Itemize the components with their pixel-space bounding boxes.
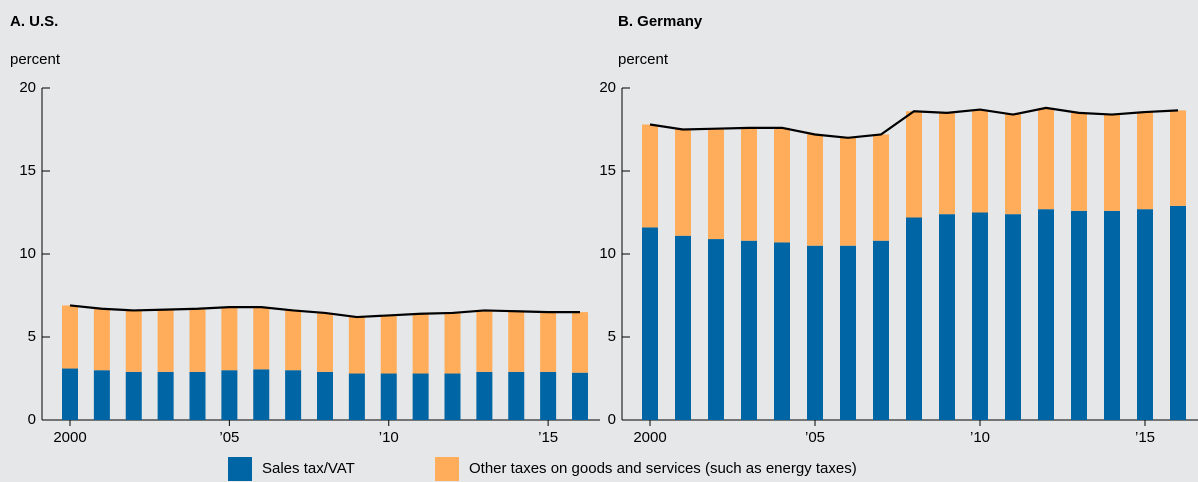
bar — [972, 109, 988, 213]
x-tick-label: ’05 — [219, 429, 239, 446]
bar — [840, 245, 856, 420]
x-tick-label: ’05 — [805, 429, 825, 446]
bar — [508, 311, 525, 372]
bar — [572, 312, 588, 373]
bar — [906, 217, 922, 420]
bar — [189, 308, 206, 372]
bar — [348, 373, 365, 420]
x-tick-label: 2000 — [633, 429, 666, 446]
bar — [1137, 209, 1153, 420]
y-tick-label: 10 — [599, 245, 616, 262]
y-tick-label: 5 — [608, 328, 616, 345]
bar — [774, 127, 790, 243]
bar — [189, 371, 206, 420]
bar — [221, 370, 238, 420]
bar — [1038, 107, 1054, 210]
legend-label: Sales tax/VAT — [262, 460, 355, 477]
y-tick-label: 0 — [28, 411, 36, 428]
bar — [939, 214, 955, 420]
bar — [873, 134, 889, 241]
y-tick-label: 10 — [19, 245, 36, 262]
bar — [380, 373, 397, 420]
bar — [221, 307, 238, 371]
x-tick-label: ’10 — [379, 429, 399, 446]
bar — [741, 240, 757, 420]
bar — [840, 137, 856, 246]
bar — [285, 310, 302, 371]
bar — [1170, 110, 1186, 206]
bar — [93, 308, 110, 371]
bar — [380, 315, 397, 374]
bar — [675, 129, 691, 236]
bar — [1038, 209, 1054, 420]
bar — [1005, 214, 1021, 420]
bar — [93, 370, 110, 420]
bar — [317, 371, 333, 420]
bar — [476, 310, 493, 372]
bar — [1071, 112, 1087, 211]
y-tick-label: 15 — [599, 162, 616, 179]
x-tick-label: ’15 — [538, 429, 558, 446]
total-line — [649, 106, 1179, 139]
legend-swatch — [435, 457, 459, 481]
bar — [157, 371, 174, 420]
bar — [1170, 205, 1186, 420]
bar — [253, 369, 270, 420]
bar — [642, 227, 658, 420]
bar — [1104, 210, 1120, 420]
bar — [476, 371, 493, 420]
bar — [125, 310, 142, 372]
total-line — [69, 304, 580, 319]
bar — [444, 312, 461, 374]
chart-title: A. U.S. — [10, 13, 58, 30]
y-tick-label: 15 — [19, 162, 36, 179]
bar — [157, 309, 174, 372]
y-tick-label: 20 — [19, 79, 36, 96]
x-tick-label: 2000 — [53, 429, 86, 446]
bar — [62, 368, 78, 420]
chart-title: B. Germany — [618, 13, 703, 30]
y-axis-label: percent — [10, 51, 61, 68]
y-tick-label: 5 — [28, 328, 36, 345]
bar — [508, 371, 525, 420]
x-tick-label: ’15 — [1135, 429, 1155, 446]
bar — [708, 128, 724, 240]
bar — [412, 313, 429, 374]
bar — [1071, 210, 1087, 420]
bar — [1137, 112, 1153, 210]
bar — [939, 112, 955, 215]
legend-label: Other taxes on goods and services (such … — [469, 460, 857, 477]
bar — [317, 312, 333, 372]
y-tick-label: 20 — [599, 79, 616, 96]
bar — [540, 371, 557, 420]
bar — [972, 212, 988, 420]
bar — [412, 373, 429, 420]
bar — [444, 373, 461, 420]
bar — [906, 111, 922, 218]
bar — [1005, 114, 1021, 215]
legend-swatch — [228, 457, 252, 481]
bar — [253, 307, 270, 370]
bar — [642, 124, 658, 228]
bar — [675, 235, 691, 420]
bar — [285, 370, 302, 420]
bar — [572, 372, 588, 420]
x-tick-label: ’10 — [970, 429, 990, 446]
y-tick-label: 0 — [608, 411, 616, 428]
bar — [1104, 114, 1120, 211]
bar — [125, 371, 142, 420]
bar — [873, 240, 889, 420]
bar — [540, 312, 557, 372]
bar — [774, 242, 790, 420]
bar — [807, 134, 823, 246]
bar — [348, 317, 365, 374]
bar — [62, 305, 78, 369]
bar — [708, 239, 724, 420]
y-axis-label: percent — [618, 51, 669, 68]
bar — [741, 127, 757, 241]
bar — [807, 245, 823, 420]
